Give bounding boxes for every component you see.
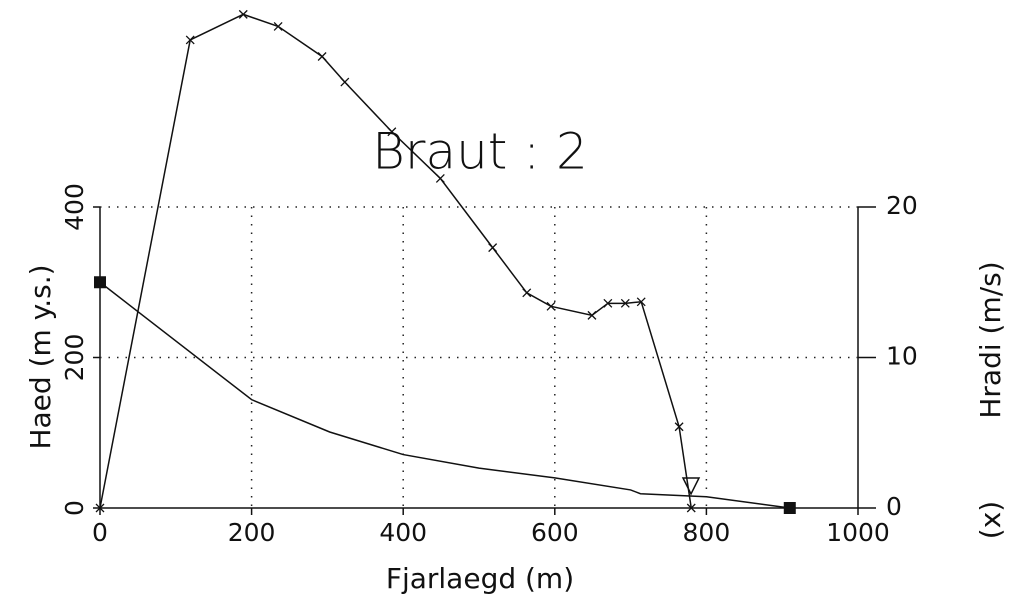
point-marker (620, 298, 630, 308)
point-marker (238, 9, 248, 19)
y-tick-label: 400 (60, 183, 89, 231)
y-tick-label: 200 (60, 334, 89, 382)
point-marker (636, 297, 646, 307)
point-marker (783, 502, 796, 514)
point-marker (522, 288, 532, 298)
point-marker (340, 77, 350, 87)
y2-marker-note: (x) (974, 501, 1007, 539)
end-marker (681, 477, 701, 496)
point-marker (387, 127, 397, 137)
point-marker (587, 310, 597, 320)
y-tick-label: 0 (60, 500, 89, 516)
data-line (99, 13, 692, 509)
x-tick-label: 400 (379, 518, 427, 547)
x-tick-label: 200 (228, 518, 276, 547)
point-marker (435, 173, 445, 183)
point-marker (686, 503, 696, 513)
point-marker (488, 243, 498, 253)
point-marker (94, 276, 106, 289)
point-marker (273, 21, 283, 31)
y-axis-label: Haed (m y.s.) (24, 264, 57, 449)
y2-axis-label: Hradi (m/s) (974, 261, 1007, 418)
point-marker (317, 52, 327, 61)
data-line (99, 281, 790, 509)
point-marker (674, 422, 684, 432)
y2-tick-label: 0 (886, 492, 902, 521)
y2-tick-label: 10 (886, 342, 918, 371)
point-marker (185, 35, 195, 45)
x-tick-label: 1000 (826, 518, 890, 547)
x-tick-label: 800 (683, 518, 731, 547)
point-marker (95, 503, 105, 513)
x-tick-label: 600 (531, 518, 579, 547)
frame (99, 207, 859, 509)
chart-title: Braut : 2 (372, 123, 588, 181)
x-axis-label: Fjarlaegd (m) (386, 562, 574, 595)
point-marker (603, 298, 613, 308)
x-tick-label: 0 (92, 518, 108, 547)
point-marker (546, 301, 556, 311)
y2-tick-label: 20 (886, 191, 918, 220)
